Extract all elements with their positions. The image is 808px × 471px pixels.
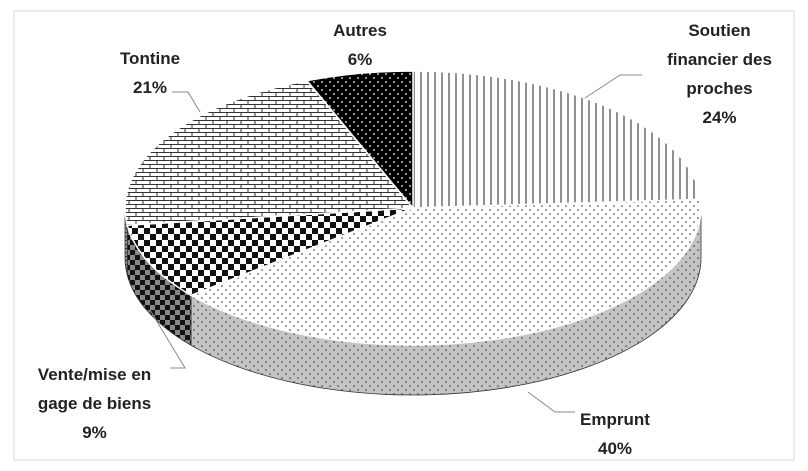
- slice: [412, 70, 702, 209]
- value-label: 21%: [132, 78, 168, 97]
- slice-label: Vente/mise en gage de biens 9%: [22, 360, 167, 447]
- value-label: 40%: [597, 439, 633, 458]
- category-label: Soutien financier des proches: [667, 21, 772, 98]
- slice-label: Tontine 21%: [95, 44, 205, 102]
- slice-label: Emprunt 40%: [560, 405, 670, 463]
- category-label: Vente/mise en gage de biens: [37, 365, 152, 413]
- slice: [124, 79, 415, 226]
- slice: [126, 207, 414, 297]
- leader-lines: [149, 74, 642, 413]
- value-label: 24%: [702, 108, 737, 127]
- category-label: Emprunt: [580, 410, 650, 429]
- slice-label: Autres 6%: [310, 16, 410, 74]
- slice: [305, 70, 414, 211]
- value-label: 6%: [347, 50, 373, 69]
- slice: [189, 198, 702, 346]
- category-label: Tontine: [119, 49, 181, 68]
- category-label: Autres: [333, 21, 387, 40]
- slice-label: Soutien financier des proches 24%: [657, 16, 782, 132]
- value-label: 9%: [82, 423, 107, 442]
